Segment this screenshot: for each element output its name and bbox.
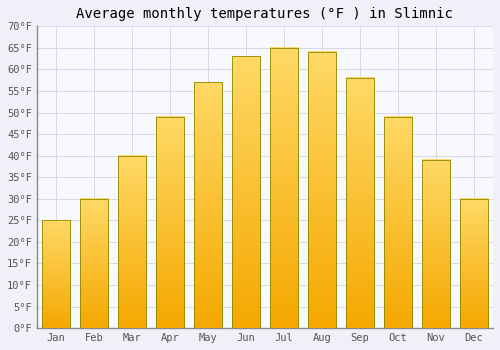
Bar (156, 117, 184, 328)
Bar (194, 82, 222, 328)
Bar (42, 220, 70, 328)
Bar (308, 52, 336, 328)
Bar (118, 156, 146, 328)
Bar (422, 160, 450, 328)
Bar (346, 78, 374, 328)
Bar (80, 199, 108, 328)
Title: Average monthly temperatures (°F ) in Slimnic: Average monthly temperatures (°F ) in Sl… (76, 7, 454, 21)
Bar (384, 117, 412, 328)
Bar (270, 48, 298, 328)
Bar (460, 199, 488, 328)
Bar (232, 56, 260, 328)
